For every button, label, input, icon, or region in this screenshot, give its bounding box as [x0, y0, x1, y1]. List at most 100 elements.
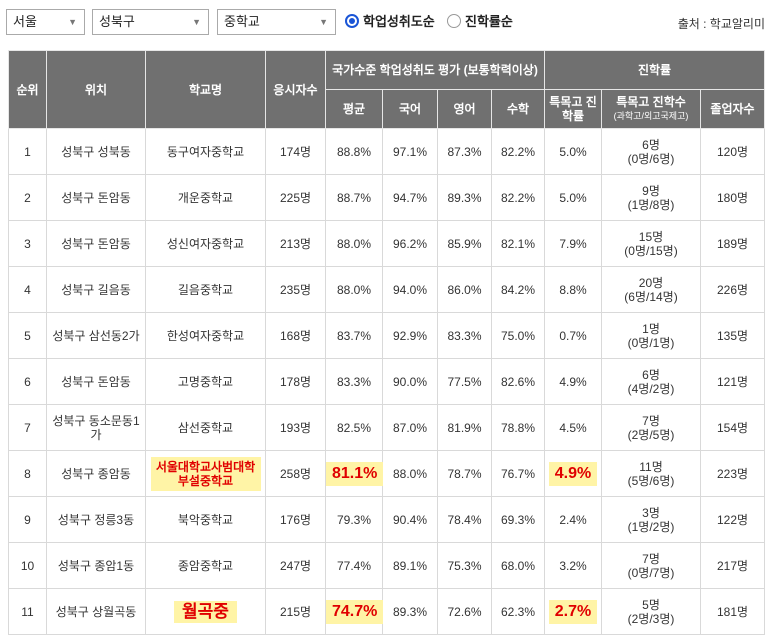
cell-takers: 215명 [265, 588, 326, 635]
cell-math: 82.6% [491, 358, 545, 405]
cell-special-count: 7명 (0명/7명) [601, 542, 701, 589]
cell-rank: 9 [8, 496, 47, 543]
header-avg: 평균 [325, 89, 383, 129]
cell-korean: 96.2% [382, 220, 438, 267]
special-count-detail: (0명/7명) [627, 565, 675, 580]
cell-graduates: 135명 [700, 312, 765, 359]
special-count-total: 15명 [638, 229, 664, 244]
cell-school: 고명중학교 [145, 358, 266, 405]
table-row: 10 성북구 종암1동 종암중학교 247명 77.4% 89.1% 75.3% 68.0% 3… [8, 542, 765, 589]
cell-rank: 8 [8, 450, 47, 497]
cell-english: 78.4% [437, 496, 492, 543]
special-count-detail: (0명/15명) [624, 243, 678, 258]
cell-location: 성북구 삼선동2가 [46, 312, 146, 359]
table-row: 8 성북구 종암동 서울대학교사범대학부설중학교 258명 81.1% 88.0% 78.7… [8, 450, 765, 497]
cell-english: 81.9% [437, 404, 492, 451]
sort-radio-achievement[interactable]: 학업성취도순 [345, 13, 435, 31]
cell-location: 성북구 종암동 [46, 450, 146, 497]
sort-radio-label: 진학률순 [465, 14, 513, 29]
cell-graduates: 217명 [700, 542, 765, 589]
cell-special-rate: 8.8% [544, 266, 602, 313]
cell-rank: 3 [8, 220, 47, 267]
header-korean: 국어 [382, 89, 438, 129]
special-count-detail: (4명/2명) [627, 381, 675, 396]
special-count-total: 6명 [642, 367, 660, 382]
cell-graduates: 154명 [700, 404, 765, 451]
special-count-total: 9명 [642, 183, 660, 198]
cell-special-rate: 2.7% [544, 588, 602, 635]
cell-graduates: 189명 [700, 220, 765, 267]
special-count-detail: (0명/6명) [627, 151, 675, 166]
region-select[interactable]: 서울 ▼ [6, 9, 85, 35]
cell-math: 69.3% [491, 496, 545, 543]
cell-school: 월곡중 [145, 588, 266, 635]
cell-location: 성북구 종암1동 [46, 542, 146, 589]
source-note: 출처 : 학교알리미 [677, 17, 765, 31]
table-subheader-row: 평균 국어 영어 수학 특목고 진학률 특목고 진학수 (과학고/외고국제고) … [9, 89, 765, 129]
cell-special-rate: 7.9% [544, 220, 602, 267]
header-special-rate: 특목고 진학률 [544, 89, 602, 129]
cell-takers: 258명 [265, 450, 326, 497]
cell-graduates: 181명 [700, 588, 765, 635]
cell-takers: 168명 [265, 312, 326, 359]
cell-korean: 90.4% [382, 496, 438, 543]
cell-special-count: 1명 (0명/1명) [601, 312, 701, 359]
cell-korean: 94.0% [382, 266, 438, 313]
special-count-total: 20명 [638, 275, 664, 290]
cell-takers: 174명 [265, 128, 326, 175]
district-select-value: 성북구 [99, 14, 135, 29]
cell-math: 82.1% [491, 220, 545, 267]
special-count-detail: (6명/14명) [624, 289, 678, 304]
cell-special-rate: 5.0% [544, 128, 602, 175]
header-graduates: 졸업자수 [700, 89, 765, 129]
table-row: 2 성북구 돈암동 개운중학교 225명 88.7% 94.7% 89.3% 82.2% 5.0… [8, 174, 765, 221]
cell-special-count: 5명 (2명/3명) [601, 588, 701, 635]
cell-school: 삼선중학교 [145, 404, 266, 451]
special-count-detail: (0명/1명) [627, 335, 675, 350]
radio-selected-icon [345, 14, 359, 28]
header-special-count-sub: (과학고/외고국제고) [613, 111, 689, 121]
cell-location: 성북구 성북동 [46, 128, 146, 175]
cell-korean: 92.9% [382, 312, 438, 359]
cell-special-count: 3명 (1명/2명) [601, 496, 701, 543]
cell-english: 83.3% [437, 312, 492, 359]
cell-special-rate: 2.4% [544, 496, 602, 543]
table-row: 6 성북구 돈암동 고명중학교 178명 83.3% 90.0% 77.5% 82.6% 4.9… [8, 358, 765, 405]
header-rank: 순위 [8, 50, 47, 129]
cell-school: 북악중학교 [145, 496, 266, 543]
cell-location: 성북구 돈암동 [46, 220, 146, 267]
cell-takers: 193명 [265, 404, 326, 451]
cell-avg: 83.3% [325, 358, 383, 405]
cell-graduates: 226명 [700, 266, 765, 313]
cell-school-highlight: 월곡중 [174, 600, 237, 623]
sort-radio-advancement[interactable]: 진학률순 [447, 13, 513, 31]
table-row: 5 성북구 삼선동2가 한성여자중학교 168명 83.7% 92.9% 83.3% 75.0… [8, 312, 765, 359]
cell-english: 86.0% [437, 266, 492, 313]
cell-special-rate-highlight: 4.9% [548, 461, 598, 486]
cell-english: 72.6% [437, 588, 492, 635]
special-count-total: 7명 [642, 413, 660, 428]
sort-radio-label: 학업성취도순 [363, 14, 435, 29]
cell-avg: 88.7% [325, 174, 383, 221]
cell-avg-highlight: 81.1% [326, 461, 384, 486]
cell-rank: 7 [8, 404, 47, 451]
cell-rank: 2 [8, 174, 47, 221]
cell-special-rate: 0.7% [544, 312, 602, 359]
chevron-down-icon: ▼ [192, 17, 201, 27]
district-select[interactable]: 성북구 ▼ [92, 9, 209, 35]
cell-english: 75.3% [437, 542, 492, 589]
cell-avg: 74.7% [325, 588, 384, 635]
school-type-select[interactable]: 중학교 ▼ [217, 9, 336, 35]
cell-avg: 83.7% [325, 312, 383, 359]
cell-special-rate: 4.5% [544, 404, 602, 451]
cell-special-rate-highlight: 2.7% [548, 599, 598, 624]
cell-avg: 77.4% [325, 542, 383, 589]
cell-avg: 88.8% [325, 128, 383, 175]
cell-special-rate: 5.0% [544, 174, 602, 221]
special-count-total: 3명 [642, 505, 660, 520]
cell-special-count: 6명 (4명/2명) [601, 358, 701, 405]
cell-korean: 94.7% [382, 174, 438, 221]
special-count-detail: (1명/8명) [627, 197, 675, 212]
cell-takers: 235명 [265, 266, 326, 313]
cell-english: 89.3% [437, 174, 492, 221]
